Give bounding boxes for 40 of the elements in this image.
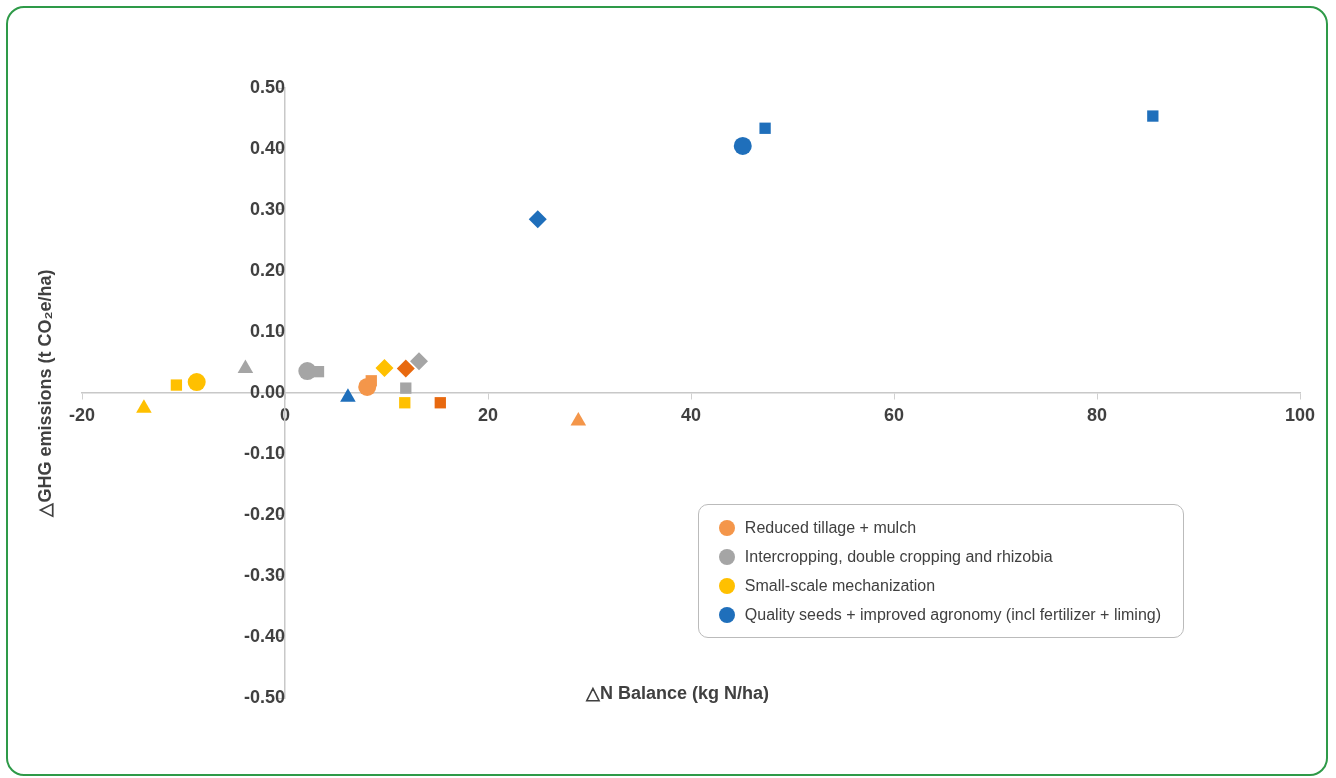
y-tick-label: -0.10 [243,442,285,463]
x-tick-label: -20 [68,404,96,425]
point [312,365,325,378]
x-axis-title: △N Balance (kg N/ha) [586,682,770,704]
point [570,412,587,426]
point [340,388,356,402]
x-tick-label: 80 [1086,404,1108,425]
y-tick-label: -0.50 [243,686,285,707]
point [409,352,428,371]
y-tick-label: -0.40 [243,625,285,646]
y-axis-title: △GHG emissions (t CO₂e/ha) [34,269,56,517]
point [375,358,394,377]
point [136,399,152,413]
y-tick-label: 0.30 [249,198,285,219]
legend-label: Intercropping, double cropping and rhizobia [743,546,1054,567]
x-tick-label: 40 [680,404,702,425]
legend-label: Quality seeds + improved agronomy (incl fertilizer + liming) [743,604,1161,625]
point [399,397,411,409]
y-tick-label: 0.20 [249,259,285,280]
y-tick-label: 0.00 [249,381,285,402]
y-tick-label: -0.30 [243,564,285,585]
point [400,382,412,394]
point [237,359,254,374]
point [528,210,547,229]
point [434,397,446,409]
x-tick-label: 60 [883,404,905,425]
x-tick-label: 20 [477,404,499,425]
y-tick-label: -0.20 [243,503,285,524]
y-tick-label: 0.10 [249,320,285,341]
point [170,379,183,391]
point [1147,110,1159,122]
legend-label: Reduced tillage + mulch [743,517,918,538]
point [187,373,206,392]
point [396,359,415,378]
point [733,136,752,155]
legend-label: Small-scale mechanization [743,575,937,596]
x-tick-label: 100 [1284,404,1316,425]
y-tick-label: 0.40 [249,137,285,158]
point [759,122,771,134]
y-tick-label: 0.50 [249,76,285,97]
